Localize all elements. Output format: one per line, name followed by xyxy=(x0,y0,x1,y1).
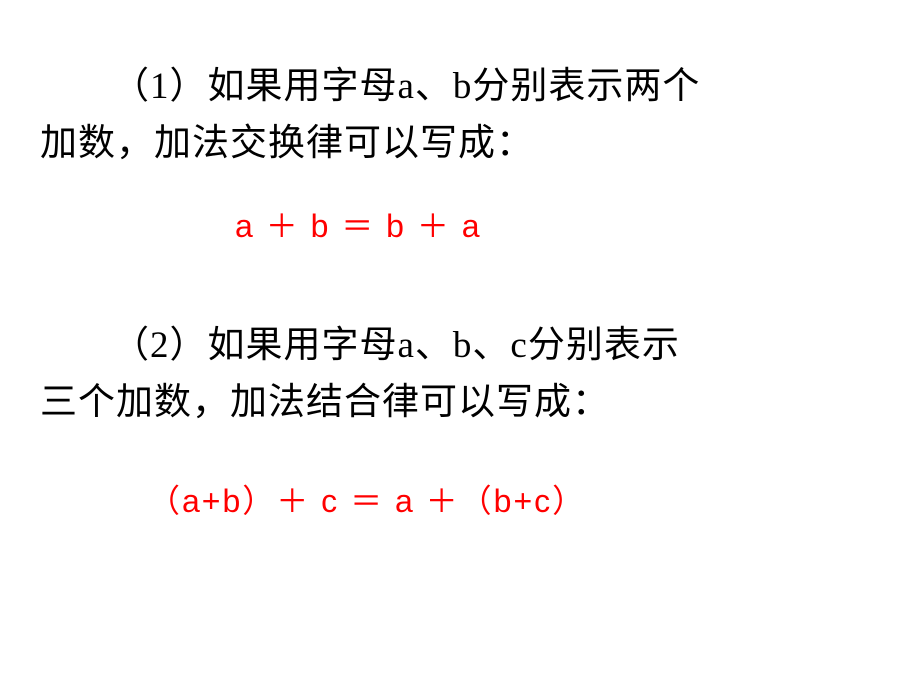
formula-1: a ＋ b ＝ b ＋ a xyxy=(235,201,880,247)
problem-2-label: （2） xyxy=(112,325,208,366)
problem-2-line1: 如果用字母a、b、c分别表示 xyxy=(208,325,680,366)
problem-1-line1: 如果用字母a、b分别表示两个 xyxy=(208,66,701,107)
problem-2-line2: 三个加数，加法结合律可以写成： xyxy=(40,382,610,423)
formula-2: （a+b）＋ c ＝ a ＋（b+c） xyxy=(148,476,880,522)
problem-2-text: （2）如果用字母a、b、c分别表示 三个加数，加法结合律可以写成： xyxy=(40,317,880,432)
problem-1-label: （1） xyxy=(112,66,208,107)
problem-1-line2: 加数，加法交换律可以写成： xyxy=(40,123,534,164)
slide-content: （1）如果用字母a、b分别表示两个 加数，加法交换律可以写成： a ＋ b ＝ … xyxy=(0,0,920,522)
problem-1-text: （1）如果用字母a、b分别表示两个 加数，加法交换律可以写成： xyxy=(40,58,880,173)
